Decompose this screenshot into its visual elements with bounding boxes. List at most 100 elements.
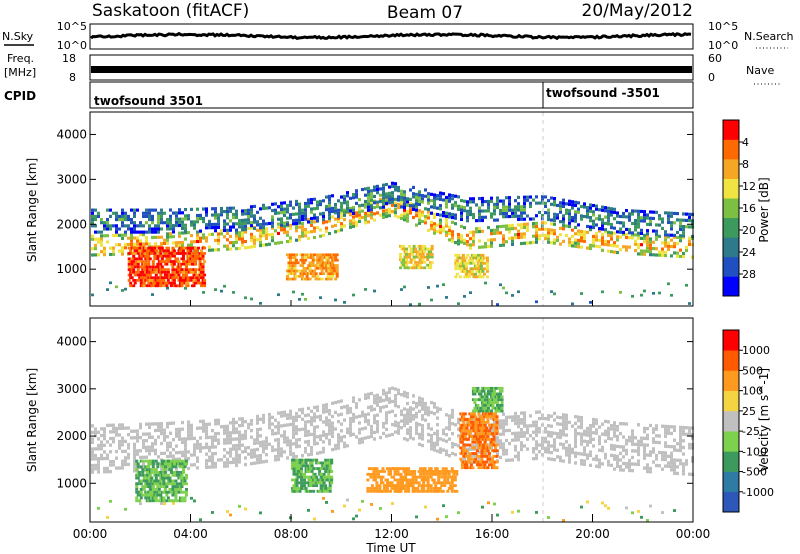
power-cell bbox=[211, 213, 214, 217]
velocity-cell bbox=[607, 463, 610, 467]
velocity-cell bbox=[303, 475, 307, 479]
velocity-cell bbox=[235, 450, 238, 454]
power-cell bbox=[112, 246, 115, 250]
velocity-cell bbox=[408, 478, 412, 482]
power-cell bbox=[595, 217, 598, 221]
velocity-cell bbox=[307, 406, 310, 411]
velocity-cell bbox=[97, 460, 100, 464]
power-cell bbox=[136, 242, 139, 246]
power-cell bbox=[402, 263, 406, 267]
velocity-cell bbox=[256, 418, 259, 422]
power-cell bbox=[523, 222, 526, 226]
power-cell bbox=[424, 221, 427, 225]
velocity-cell bbox=[419, 467, 423, 471]
power-cell bbox=[166, 227, 169, 231]
velocity-cell bbox=[676, 471, 679, 476]
power-cell bbox=[343, 198, 346, 202]
power-cell bbox=[485, 275, 489, 279]
velocity-cell bbox=[472, 454, 475, 458]
velocity-cell bbox=[259, 434, 262, 438]
velocity-cell bbox=[520, 447, 523, 452]
velocity-cell bbox=[622, 435, 625, 439]
velocity-cell bbox=[121, 436, 124, 440]
velocity-cell bbox=[165, 493, 169, 497]
nsky-tick-top-right: 10^5 bbox=[708, 20, 738, 33]
velocity-cell bbox=[171, 473, 175, 477]
power-cell bbox=[319, 266, 323, 270]
power-cell bbox=[147, 276, 151, 280]
power-cell bbox=[181, 217, 184, 221]
power-cell bbox=[586, 212, 589, 216]
velocity-cell bbox=[384, 489, 388, 493]
velocity-cell bbox=[217, 441, 220, 446]
power-cell bbox=[475, 264, 479, 268]
power-cell bbox=[141, 262, 145, 266]
velocity-cell bbox=[181, 471, 185, 474]
velocity-cell bbox=[415, 401, 418, 406]
velocity-cell bbox=[490, 429, 493, 434]
velocity-cell bbox=[142, 468, 146, 471]
power-cell bbox=[181, 211, 184, 215]
velocity-cell bbox=[313, 517, 316, 521]
velocity-cell bbox=[559, 442, 562, 446]
power-cell bbox=[616, 238, 619, 242]
velocity-cell bbox=[404, 472, 408, 476]
velocity-cell bbox=[589, 433, 592, 438]
power-cell bbox=[319, 296, 322, 300]
power-cell bbox=[355, 214, 358, 218]
power-cell bbox=[628, 212, 631, 216]
power-cell bbox=[289, 213, 292, 217]
velocity-cell bbox=[156, 482, 160, 486]
power-cell bbox=[193, 226, 196, 230]
power-cell bbox=[271, 235, 274, 240]
velocity-cell bbox=[322, 430, 325, 434]
power-cell bbox=[476, 253, 480, 257]
velocity-cell bbox=[661, 457, 664, 461]
velocity-cell bbox=[217, 431, 220, 436]
power-cell bbox=[283, 230, 286, 235]
power-cell bbox=[142, 265, 146, 269]
power-cell bbox=[139, 246, 143, 250]
velocity-cell bbox=[178, 427, 181, 432]
power-cell bbox=[250, 205, 253, 209]
power-cell bbox=[229, 228, 232, 232]
power-cell bbox=[421, 210, 424, 214]
power-cell bbox=[580, 204, 583, 209]
velocity-cell bbox=[592, 424, 595, 428]
power-cell bbox=[349, 225, 352, 229]
power-cell bbox=[505, 240, 508, 244]
velocity-cell bbox=[304, 420, 307, 424]
power-cell bbox=[335, 264, 339, 267]
power-cell bbox=[688, 239, 691, 243]
power-cell bbox=[325, 258, 329, 262]
velocity-cell bbox=[664, 457, 667, 462]
power-cell bbox=[607, 233, 610, 238]
power-cell bbox=[100, 240, 103, 244]
velocity-cell bbox=[150, 496, 154, 500]
power-cell bbox=[484, 209, 487, 213]
power-cell bbox=[499, 224, 502, 229]
velocity-cell bbox=[619, 445, 622, 449]
power-cell bbox=[295, 221, 298, 225]
power-cell bbox=[634, 233, 637, 237]
velocity-cell bbox=[154, 428, 157, 433]
power-cell bbox=[277, 293, 280, 297]
colorbar-tick-label: 8 bbox=[742, 158, 749, 171]
velocity-cell bbox=[400, 412, 403, 417]
velocity-cell bbox=[319, 437, 322, 442]
power-cell bbox=[427, 250, 431, 254]
power-cell bbox=[280, 207, 283, 212]
velocity-cell bbox=[358, 441, 361, 445]
power-cell bbox=[583, 236, 586, 240]
power-cell bbox=[307, 256, 311, 259]
velocity-cell bbox=[180, 465, 184, 469]
power-cell bbox=[332, 272, 336, 276]
velocity-cell bbox=[556, 422, 559, 426]
velocity-cell bbox=[358, 421, 361, 425]
velocity-cell bbox=[150, 468, 154, 471]
power-cell bbox=[670, 233, 673, 237]
power-cell bbox=[466, 261, 470, 265]
power-cell bbox=[299, 258, 303, 262]
power-cell bbox=[370, 189, 373, 193]
velocity-cell bbox=[634, 436, 637, 440]
